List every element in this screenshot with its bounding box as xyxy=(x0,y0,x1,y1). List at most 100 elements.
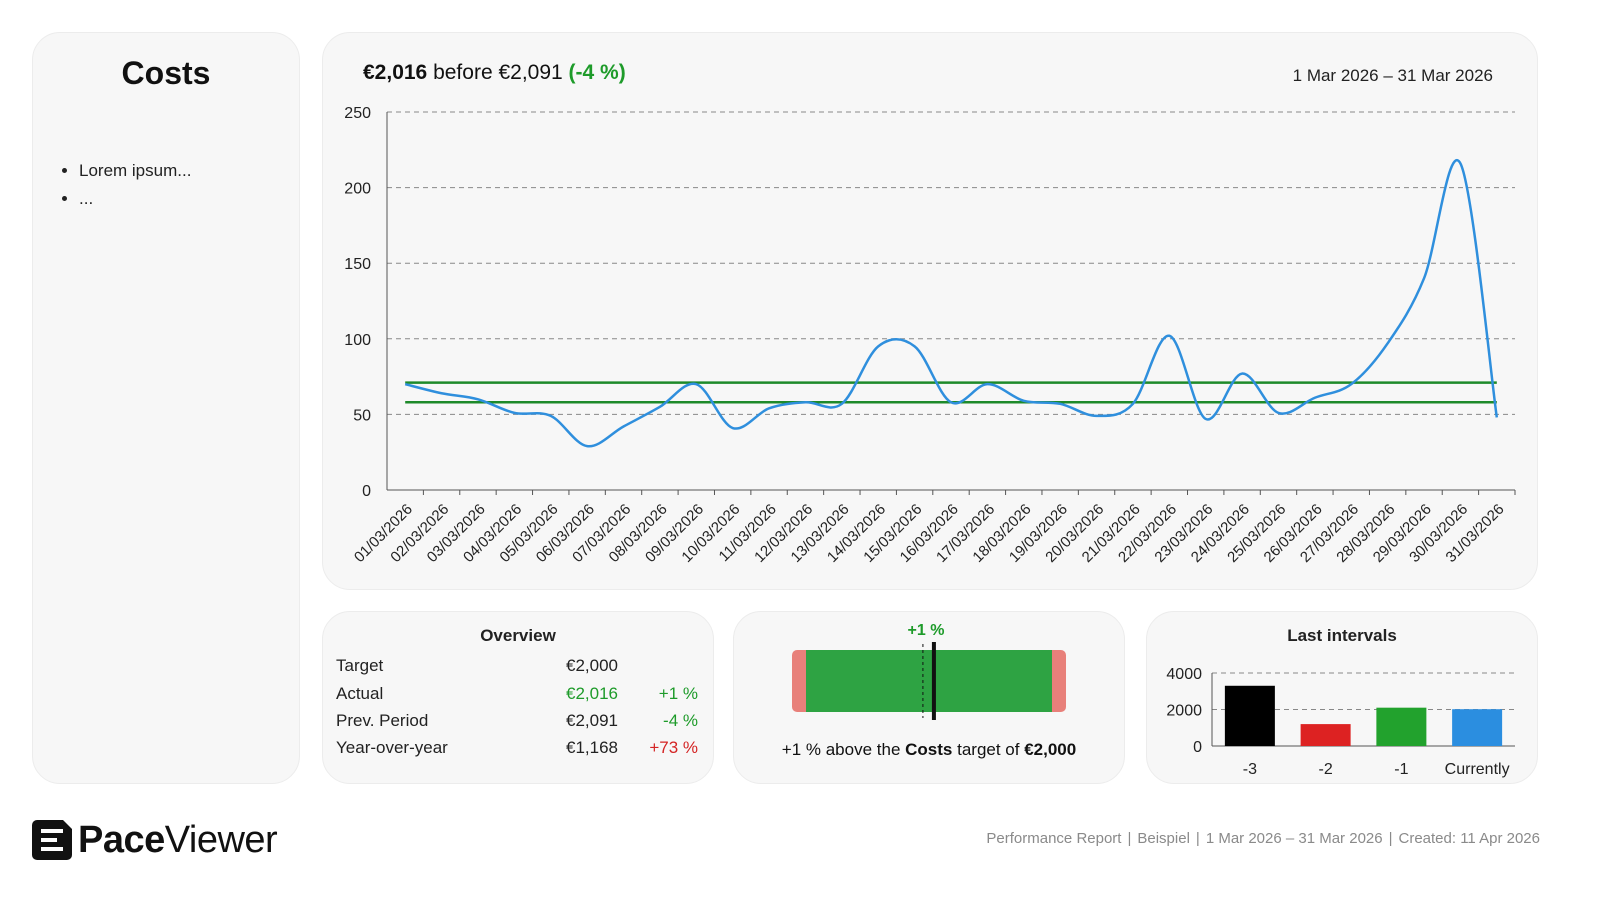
paceviewer-logo: PaceViewer xyxy=(32,818,278,862)
row-label: Actual xyxy=(336,684,384,703)
row-value: €2,000 xyxy=(566,656,618,675)
y-tick-label: 4000 xyxy=(1166,666,1202,683)
data-point xyxy=(1496,416,1498,418)
y-tick-label: 50 xyxy=(353,407,371,424)
y-tick-label: 150 xyxy=(344,256,371,273)
last-intervals-chart: 0 2000 4000 -3 -2 -1 Currently xyxy=(1166,666,1515,778)
data-point xyxy=(1023,400,1025,402)
caption-mid: target of xyxy=(957,740,1020,759)
x-tick-label: -3 xyxy=(1243,761,1257,778)
data-point xyxy=(550,415,552,417)
x-tick-label: -1 xyxy=(1394,761,1408,778)
intervals-title: Last intervals xyxy=(1287,626,1397,645)
row-label: Year-over-year xyxy=(336,738,448,757)
data-point xyxy=(986,383,988,385)
data-point xyxy=(841,403,843,405)
gauge-percent: +1 % xyxy=(907,622,945,639)
caption-value: €2,000 xyxy=(1024,740,1077,759)
note-item: ... xyxy=(79,189,191,209)
data-point xyxy=(477,398,479,400)
overview-row-prev-period: Prev. Period €2,091 -4 % xyxy=(336,711,706,735)
footer-report: Performance Report xyxy=(986,830,1122,847)
x-tick-label: Currently xyxy=(1445,761,1510,778)
data-point xyxy=(404,383,406,385)
row-value: €2,016 xyxy=(566,684,618,703)
interval-bar xyxy=(1300,724,1351,746)
data-point xyxy=(1350,383,1352,385)
headline: €2,016 before €2,091 (-4 %) xyxy=(363,61,626,85)
cost-line-chart: 05010015020025001/03/202602/03/202603/03… xyxy=(344,105,1516,566)
data-point xyxy=(1132,403,1134,405)
date-range: 1 Mar 2026 – 31 Mar 2026 xyxy=(1292,66,1493,85)
data-point xyxy=(1168,335,1170,337)
caption-pre: +1 % above the xyxy=(781,740,901,759)
row-label: Prev. Period xyxy=(336,711,429,730)
notes-list: Lorem ipsum... ... xyxy=(51,161,191,217)
data-point xyxy=(586,445,588,447)
overview-title: Overview xyxy=(480,626,556,645)
y-tick-label: 0 xyxy=(1193,739,1202,756)
logo-text: PaceViewer xyxy=(78,818,278,862)
y-tick-label: 250 xyxy=(344,105,371,122)
data-point xyxy=(1205,418,1207,420)
data-point xyxy=(1277,412,1279,414)
row-pct: +73 % xyxy=(649,738,698,757)
y-tick-label: 2000 xyxy=(1166,703,1202,720)
notes-panel: Costs Lorem ipsum... ... xyxy=(32,32,300,784)
row-label: Target xyxy=(336,656,384,675)
data-point xyxy=(731,427,733,429)
logo-text-part2: Viewer xyxy=(164,818,278,861)
data-point xyxy=(877,345,879,347)
cost-series-line xyxy=(404,159,1499,448)
data-point xyxy=(1095,415,1097,417)
gauge-fill xyxy=(806,650,1052,712)
y-tick-label: 0 xyxy=(362,483,371,500)
row-pct: +1 % xyxy=(658,684,698,703)
headline-value: €2,016 xyxy=(363,61,428,84)
data-point xyxy=(1459,162,1461,164)
data-point xyxy=(1059,403,1061,405)
data-point xyxy=(950,401,952,403)
report-footer: Performance Report | Beispiel | 1 Mar 2026 –… xyxy=(986,830,1540,847)
row-value: €2,091 xyxy=(566,711,618,730)
logo-text-part1: Pace xyxy=(78,818,165,861)
headline-prev: €2,091 xyxy=(498,61,563,84)
caption-metric: Costs xyxy=(905,740,953,759)
y-tick-label: 200 xyxy=(344,181,371,198)
overview-row-target: Target €2,000 xyxy=(336,656,706,680)
data-point xyxy=(1314,397,1316,399)
data-point xyxy=(513,412,515,414)
row-value: €1,168 xyxy=(566,738,618,757)
footer-project: Beispiel xyxy=(1137,830,1190,847)
headline-before: before xyxy=(433,61,493,84)
data-point xyxy=(1423,277,1425,279)
panel-title: Costs xyxy=(121,55,211,91)
target-gauge-panel: +1 % +1 % above the Costs target of €2,0… xyxy=(733,611,1125,784)
logo-icon xyxy=(32,820,72,860)
target-gauge xyxy=(792,642,1066,720)
data-point xyxy=(1386,342,1388,344)
y-tick-label: 100 xyxy=(344,332,371,349)
overview-row-yoy: Year-over-year €1,168 +73 % xyxy=(336,738,706,762)
data-point xyxy=(622,425,624,427)
data-point xyxy=(768,407,770,409)
data-point xyxy=(659,406,661,408)
headline-delta: (-4 %) xyxy=(568,61,626,84)
x-tick-label: -2 xyxy=(1319,761,1333,778)
interval-bar xyxy=(1376,707,1427,746)
gauge-caption: +1 % above the Costs target of €2,000 xyxy=(734,740,1124,760)
row-pct: -4 % xyxy=(663,711,698,730)
data-point xyxy=(695,383,697,385)
main-chart-panel: €2,016 before €2,091 (-4 %) 1 Mar 2026 –… xyxy=(322,32,1538,590)
data-point xyxy=(804,401,806,403)
footer-range: 1 Mar 2026 – 31 Mar 2026 xyxy=(1205,830,1383,847)
data-point xyxy=(913,345,915,347)
interval-bar xyxy=(1452,709,1503,746)
last-intervals-panel: Last intervals 0 2000 4000 -3 -2 -1 Currently xyxy=(1146,611,1538,784)
overview-panel: Overview Target €2,000 Actual €2,016 +1 … xyxy=(322,611,714,784)
footer-created: Created: 11 Apr 2026 xyxy=(1398,830,1541,847)
interval-bar xyxy=(1224,685,1275,746)
data-point xyxy=(440,392,442,394)
overview-row-actual: Actual €2,016 +1 % xyxy=(336,684,706,708)
data-point xyxy=(1241,372,1243,374)
